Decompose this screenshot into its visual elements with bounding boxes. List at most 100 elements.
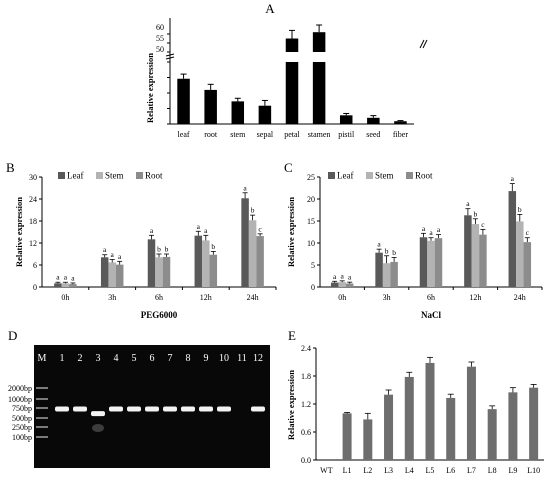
panel-c-significance-letter: a	[437, 225, 441, 234]
panel-e-bar	[384, 394, 394, 460]
gel-lane-label: 11	[237, 353, 247, 364]
panel-c-category-label: 3h	[383, 293, 391, 302]
gel-lane-label: 6	[150, 353, 155, 364]
panel-c-significance-letter: a	[429, 228, 433, 237]
panel-b-category-label: 3h	[108, 293, 116, 302]
panel-b-significance-letter: b	[211, 242, 215, 251]
panel-a-bar	[312, 62, 326, 124]
panel-c-bar	[338, 282, 346, 287]
panel-a-bar-upper	[285, 38, 299, 52]
panel-e-bar	[425, 362, 435, 460]
panel-e-category-label: L3	[384, 466, 393, 475]
gel-sample-band	[145, 406, 159, 412]
panel-c-category-label: 0h	[338, 293, 346, 302]
panel-c-bar	[516, 221, 524, 287]
panel-b-bar	[54, 283, 62, 287]
panel-b-significance-letter: b	[251, 206, 255, 215]
panel-b-bar	[248, 220, 257, 287]
panel-e-bar	[466, 366, 476, 460]
gel-ladder-label: 500bp	[12, 414, 32, 423]
panel-a-right-break-mark	[419, 39, 425, 49]
panel-c-legend-label: Root	[415, 171, 433, 181]
panel-b-bar	[115, 264, 124, 287]
panel-e-bar	[487, 409, 497, 460]
panel-a-bar	[177, 78, 190, 124]
panel-b-significance-letter: b	[165, 245, 169, 254]
gel-ladder-label: 1000bp	[8, 395, 32, 404]
panel-c-significance-letter: a	[377, 240, 381, 249]
panel-a-bar	[394, 121, 407, 124]
panel-b-legend-swatch	[58, 172, 65, 179]
panel-c-legend-swatch	[406, 172, 413, 179]
panel-b-bar	[209, 254, 218, 287]
panel-c-legend-label: Stem	[375, 171, 394, 181]
panel-c-ylabel: Relative expression	[286, 197, 296, 267]
panel-e-bar	[342, 413, 352, 460]
panel-b-bar	[241, 198, 249, 287]
panel-c-bar	[434, 238, 443, 287]
panel-c-significance-letter: b	[518, 205, 522, 214]
panel-a-chart: Relative expression 50 55 60 leaf root ste…	[145, 18, 428, 139]
panel-e-category-label: L8	[488, 466, 497, 475]
panel-e-category-label: L7	[467, 466, 476, 475]
panel-a-category-label: root	[204, 130, 218, 139]
gel-lane-label: 2	[78, 353, 83, 364]
panel-b-bar	[69, 284, 77, 287]
panel-e-tick-label: 0.0	[301, 456, 311, 465]
panel-e-category-label: L6	[446, 466, 455, 475]
panel-b-bar	[194, 235, 203, 287]
panel-b-tick-label: 30	[29, 173, 37, 182]
gel-ladder-label: 750bp	[12, 404, 32, 413]
gel-ladder-label: 2000bp	[8, 384, 32, 393]
panel-label-c: C	[284, 160, 293, 175]
panel-a-bar	[231, 101, 245, 124]
panel-b-bar	[108, 262, 116, 287]
gel-sample-band	[127, 406, 141, 412]
panel-c-significance-letter: b	[474, 209, 478, 218]
panel-c-legend-swatch	[328, 172, 335, 179]
panel-c-xlabel: NaCl	[421, 310, 441, 320]
gel-lane-label: 7	[168, 353, 173, 364]
panel-b-tick-label: 24	[29, 195, 37, 204]
panel-c-bar	[419, 237, 428, 287]
panel-e-tick-label: 1.2	[301, 400, 311, 409]
panel-b-significance-letter: a	[64, 273, 68, 282]
panel-c-significance-letter: b	[392, 248, 396, 257]
panel-e-category-label: L5	[426, 466, 435, 475]
gel-sample-band	[217, 406, 231, 412]
gel-sample-band	[163, 406, 177, 412]
panel-c-significance-letter: a	[511, 174, 515, 183]
panel-b-significance-letter: a	[118, 252, 122, 261]
gel-ladder-label: 100bp	[12, 433, 32, 442]
panel-a-bar	[204, 89, 217, 124]
panel-c-bar	[345, 283, 354, 287]
panel-c-significance-letter: c	[526, 228, 530, 237]
panel-b-significance-letter: a	[103, 245, 107, 254]
panel-b-bar	[147, 239, 156, 287]
panel-b-legend-swatch	[96, 172, 103, 179]
panel-b-bar	[155, 257, 163, 287]
panel-e-category-label: L4	[405, 466, 414, 475]
panel-a-category-label: leaf	[178, 130, 190, 139]
gel-ladder-band	[36, 426, 48, 428]
gel-lane-label: 1	[60, 353, 65, 364]
panel-e-category-label: L9	[508, 466, 517, 475]
panel-c-significance-letter: a	[333, 272, 337, 281]
panel-a-category-label: petal	[284, 130, 300, 139]
panel-b-significance-letter: a	[111, 250, 115, 259]
panel-b-bar	[202, 240, 210, 287]
panel-e-bar	[529, 387, 539, 460]
panel-b-tick-label: 18	[29, 217, 37, 226]
panel-a-bar-upper	[312, 32, 326, 52]
gel-lane-label: 8	[186, 353, 191, 364]
gel-ladder-band	[36, 407, 48, 409]
gel-sample-band	[181, 406, 195, 412]
panel-a-category-label: fiber	[393, 130, 408, 139]
panel-e-tick-label: 0.6	[301, 428, 311, 437]
panel-c-bar	[479, 234, 487, 287]
gel-lane-label: 12	[253, 353, 263, 364]
gel-sample-band	[73, 406, 87, 412]
panel-a-bar	[285, 62, 299, 124]
gel-sample-band	[109, 406, 123, 412]
